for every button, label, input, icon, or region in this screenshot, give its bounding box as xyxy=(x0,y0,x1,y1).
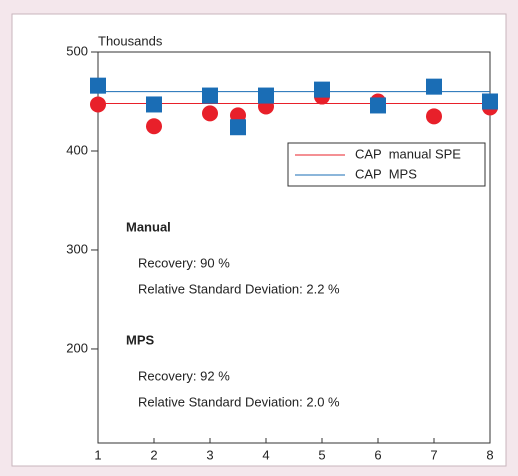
point xyxy=(370,97,386,114)
x-tick-label: 8 xyxy=(486,447,493,462)
point xyxy=(146,118,162,135)
point xyxy=(90,77,106,94)
annotation-line: Recovery: 92 % xyxy=(138,368,230,383)
point xyxy=(90,96,106,113)
x-tick-label: 5 xyxy=(318,447,325,462)
point xyxy=(314,81,330,98)
x-tick-label: 1 xyxy=(94,447,101,462)
annotation-title: MPS xyxy=(126,332,155,347)
annotation-line: Recovery: 90 % xyxy=(138,255,230,270)
y-tick-label: 300 xyxy=(66,241,88,256)
plot-frame xyxy=(97,51,491,444)
legend-box xyxy=(287,142,486,187)
point xyxy=(202,87,218,104)
point xyxy=(202,105,218,122)
y-tick-label: 400 xyxy=(66,142,88,157)
point xyxy=(230,119,246,136)
x-tick-label: 6 xyxy=(374,447,381,462)
point xyxy=(146,96,162,113)
y-tick-label: 200 xyxy=(66,340,88,355)
point xyxy=(482,93,498,110)
legend-label: CAP manual SPE xyxy=(355,146,461,161)
y-axis-label: Thousands xyxy=(98,33,163,48)
x-tick-label: 7 xyxy=(430,447,437,462)
annotation-line: Relative Standard Deviation: 2.0 % xyxy=(138,394,340,409)
point xyxy=(426,78,442,95)
x-tick-label: 3 xyxy=(206,447,213,462)
annotation-line: Relative Standard Deviation: 2.2 % xyxy=(138,281,340,296)
y-tick-label: 500 xyxy=(66,43,88,58)
x-tick-label: 4 xyxy=(262,447,269,462)
point xyxy=(426,108,442,125)
x-tick-label: 2 xyxy=(150,447,157,462)
point xyxy=(258,87,274,104)
annotation-title: Manual xyxy=(126,219,171,234)
legend-label: CAP MPS xyxy=(355,166,417,181)
